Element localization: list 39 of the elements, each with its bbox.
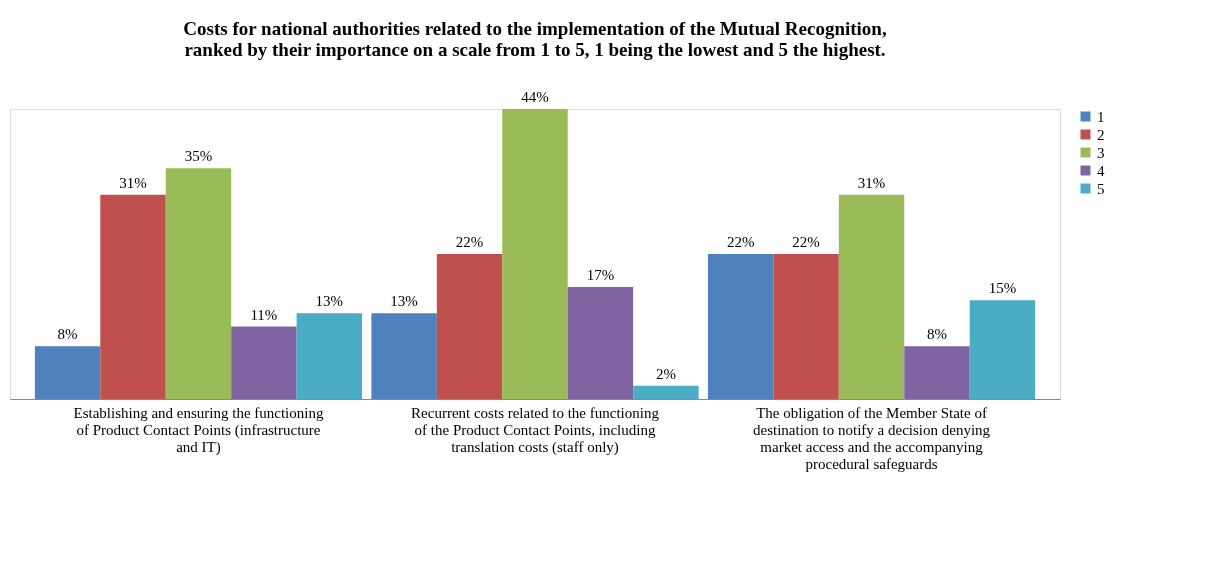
x-tick-label: Recurrent costs related to the functioning of the Product Contact Points, including translation costs (staff only) <box>411 404 660 456</box>
data-label: 22% <box>792 234 820 250</box>
legend-label: 2 <box>1097 126 1105 143</box>
data-label: 31% <box>857 174 886 191</box>
bar <box>34 346 101 399</box>
data-label: 11% <box>250 306 278 323</box>
bar <box>165 168 232 399</box>
legend-label: 3 <box>1097 144 1105 161</box>
legend-label: 4 <box>1097 162 1105 179</box>
data-label: 13% <box>315 293 344 310</box>
legend-label: 5 <box>1097 180 1105 197</box>
data-label: 2% <box>655 365 676 382</box>
data-label: 8% <box>926 326 947 343</box>
data-label: 13% <box>390 293 418 310</box>
data-label: 8% <box>57 326 78 343</box>
data-label: 22% <box>455 234 484 250</box>
data-label: 15% <box>988 280 1017 297</box>
x-tick-label: The obligation of the Member State of destination to notify a decision denying market access and the accompanying procedural safeguards <box>753 404 991 472</box>
bar <box>969 300 1036 399</box>
bar <box>633 385 699 399</box>
legend-label: 1 <box>1097 108 1105 125</box>
x-tick-label: Establishing and ensuring the functioning of Product Contact Points (infrastructure and IT) <box>73 404 324 456</box>
data-label: 31% <box>119 174 147 191</box>
bar <box>502 109 568 399</box>
bar <box>707 254 774 399</box>
bar <box>773 254 839 399</box>
data-label: 17% <box>586 266 615 283</box>
bar <box>371 313 437 399</box>
bar <box>296 313 363 399</box>
bar <box>567 286 634 399</box>
bar <box>100 194 166 399</box>
bar <box>436 254 503 399</box>
data-label: 35% <box>184 148 213 165</box>
bar <box>231 326 297 399</box>
bar <box>838 194 905 399</box>
data-label: 44% <box>521 89 549 105</box>
chart-title: Costs for national authorities related to the implementation of the Mutual Recognition, ranked by their importance on a scale from 1 to 5, 1 being the lowest and 5 the highest. <box>183 18 887 60</box>
bar <box>904 346 970 399</box>
data-label: 22% <box>726 234 755 250</box>
